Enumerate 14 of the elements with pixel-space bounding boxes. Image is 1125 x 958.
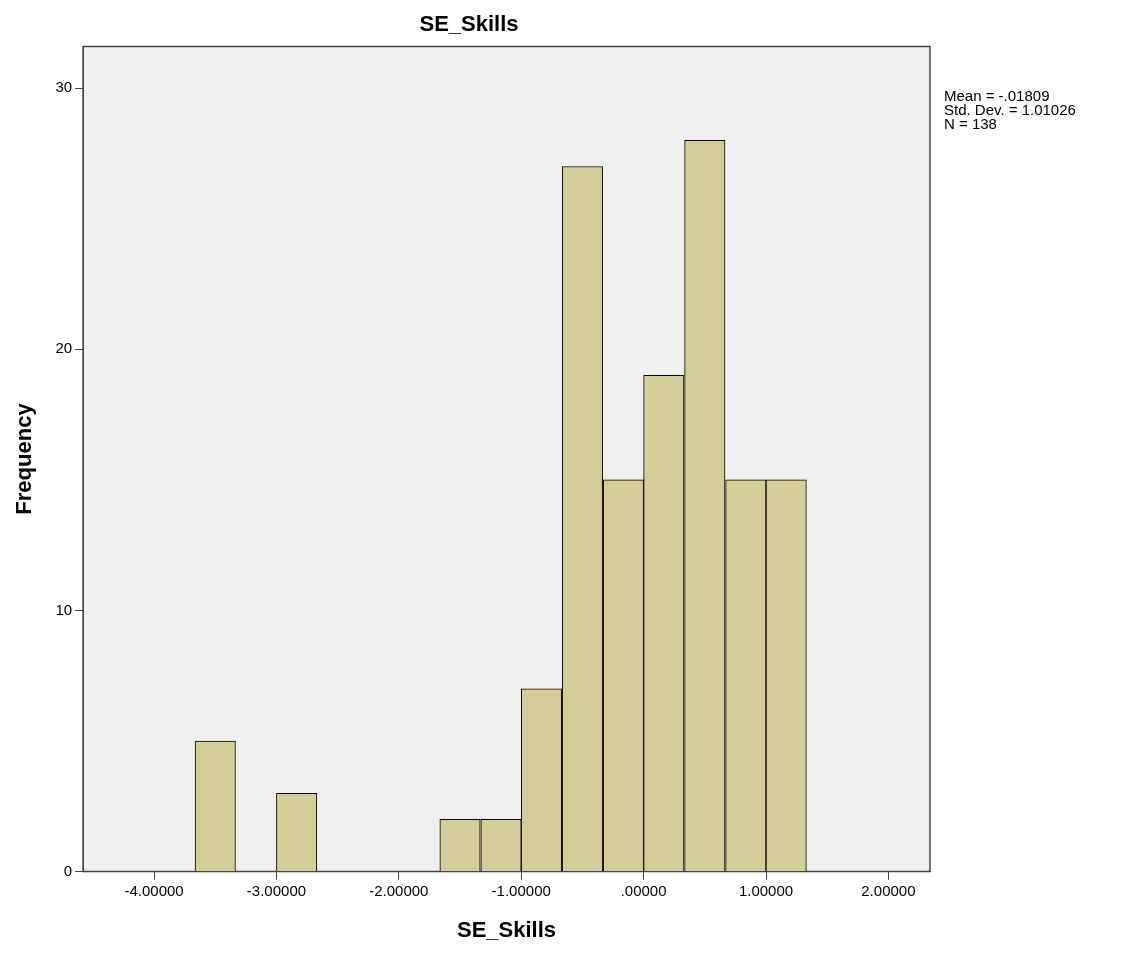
y-tick-label: 10 xyxy=(55,600,73,618)
x-tick-label: -4.00000 xyxy=(124,881,184,899)
x-tick-label: .00000 xyxy=(620,881,667,899)
x-tick-label: 2.00000 xyxy=(861,881,916,899)
chart-title: SE_Skills xyxy=(419,11,519,37)
x-tick-label: 1.00000 xyxy=(738,881,794,899)
y-tick-label: 30 xyxy=(55,78,73,96)
x-tick-label: -3.00000 xyxy=(246,881,307,899)
y-axis-title: Frequency xyxy=(11,402,37,515)
x-axis-title: SE_Skills xyxy=(457,916,557,942)
x-tick-label: -2.00000 xyxy=(369,881,429,899)
y-tick-label: 0 xyxy=(63,861,73,879)
x-tick-label: -1.00000 xyxy=(491,881,551,899)
y-tick-label: 20 xyxy=(55,339,73,357)
